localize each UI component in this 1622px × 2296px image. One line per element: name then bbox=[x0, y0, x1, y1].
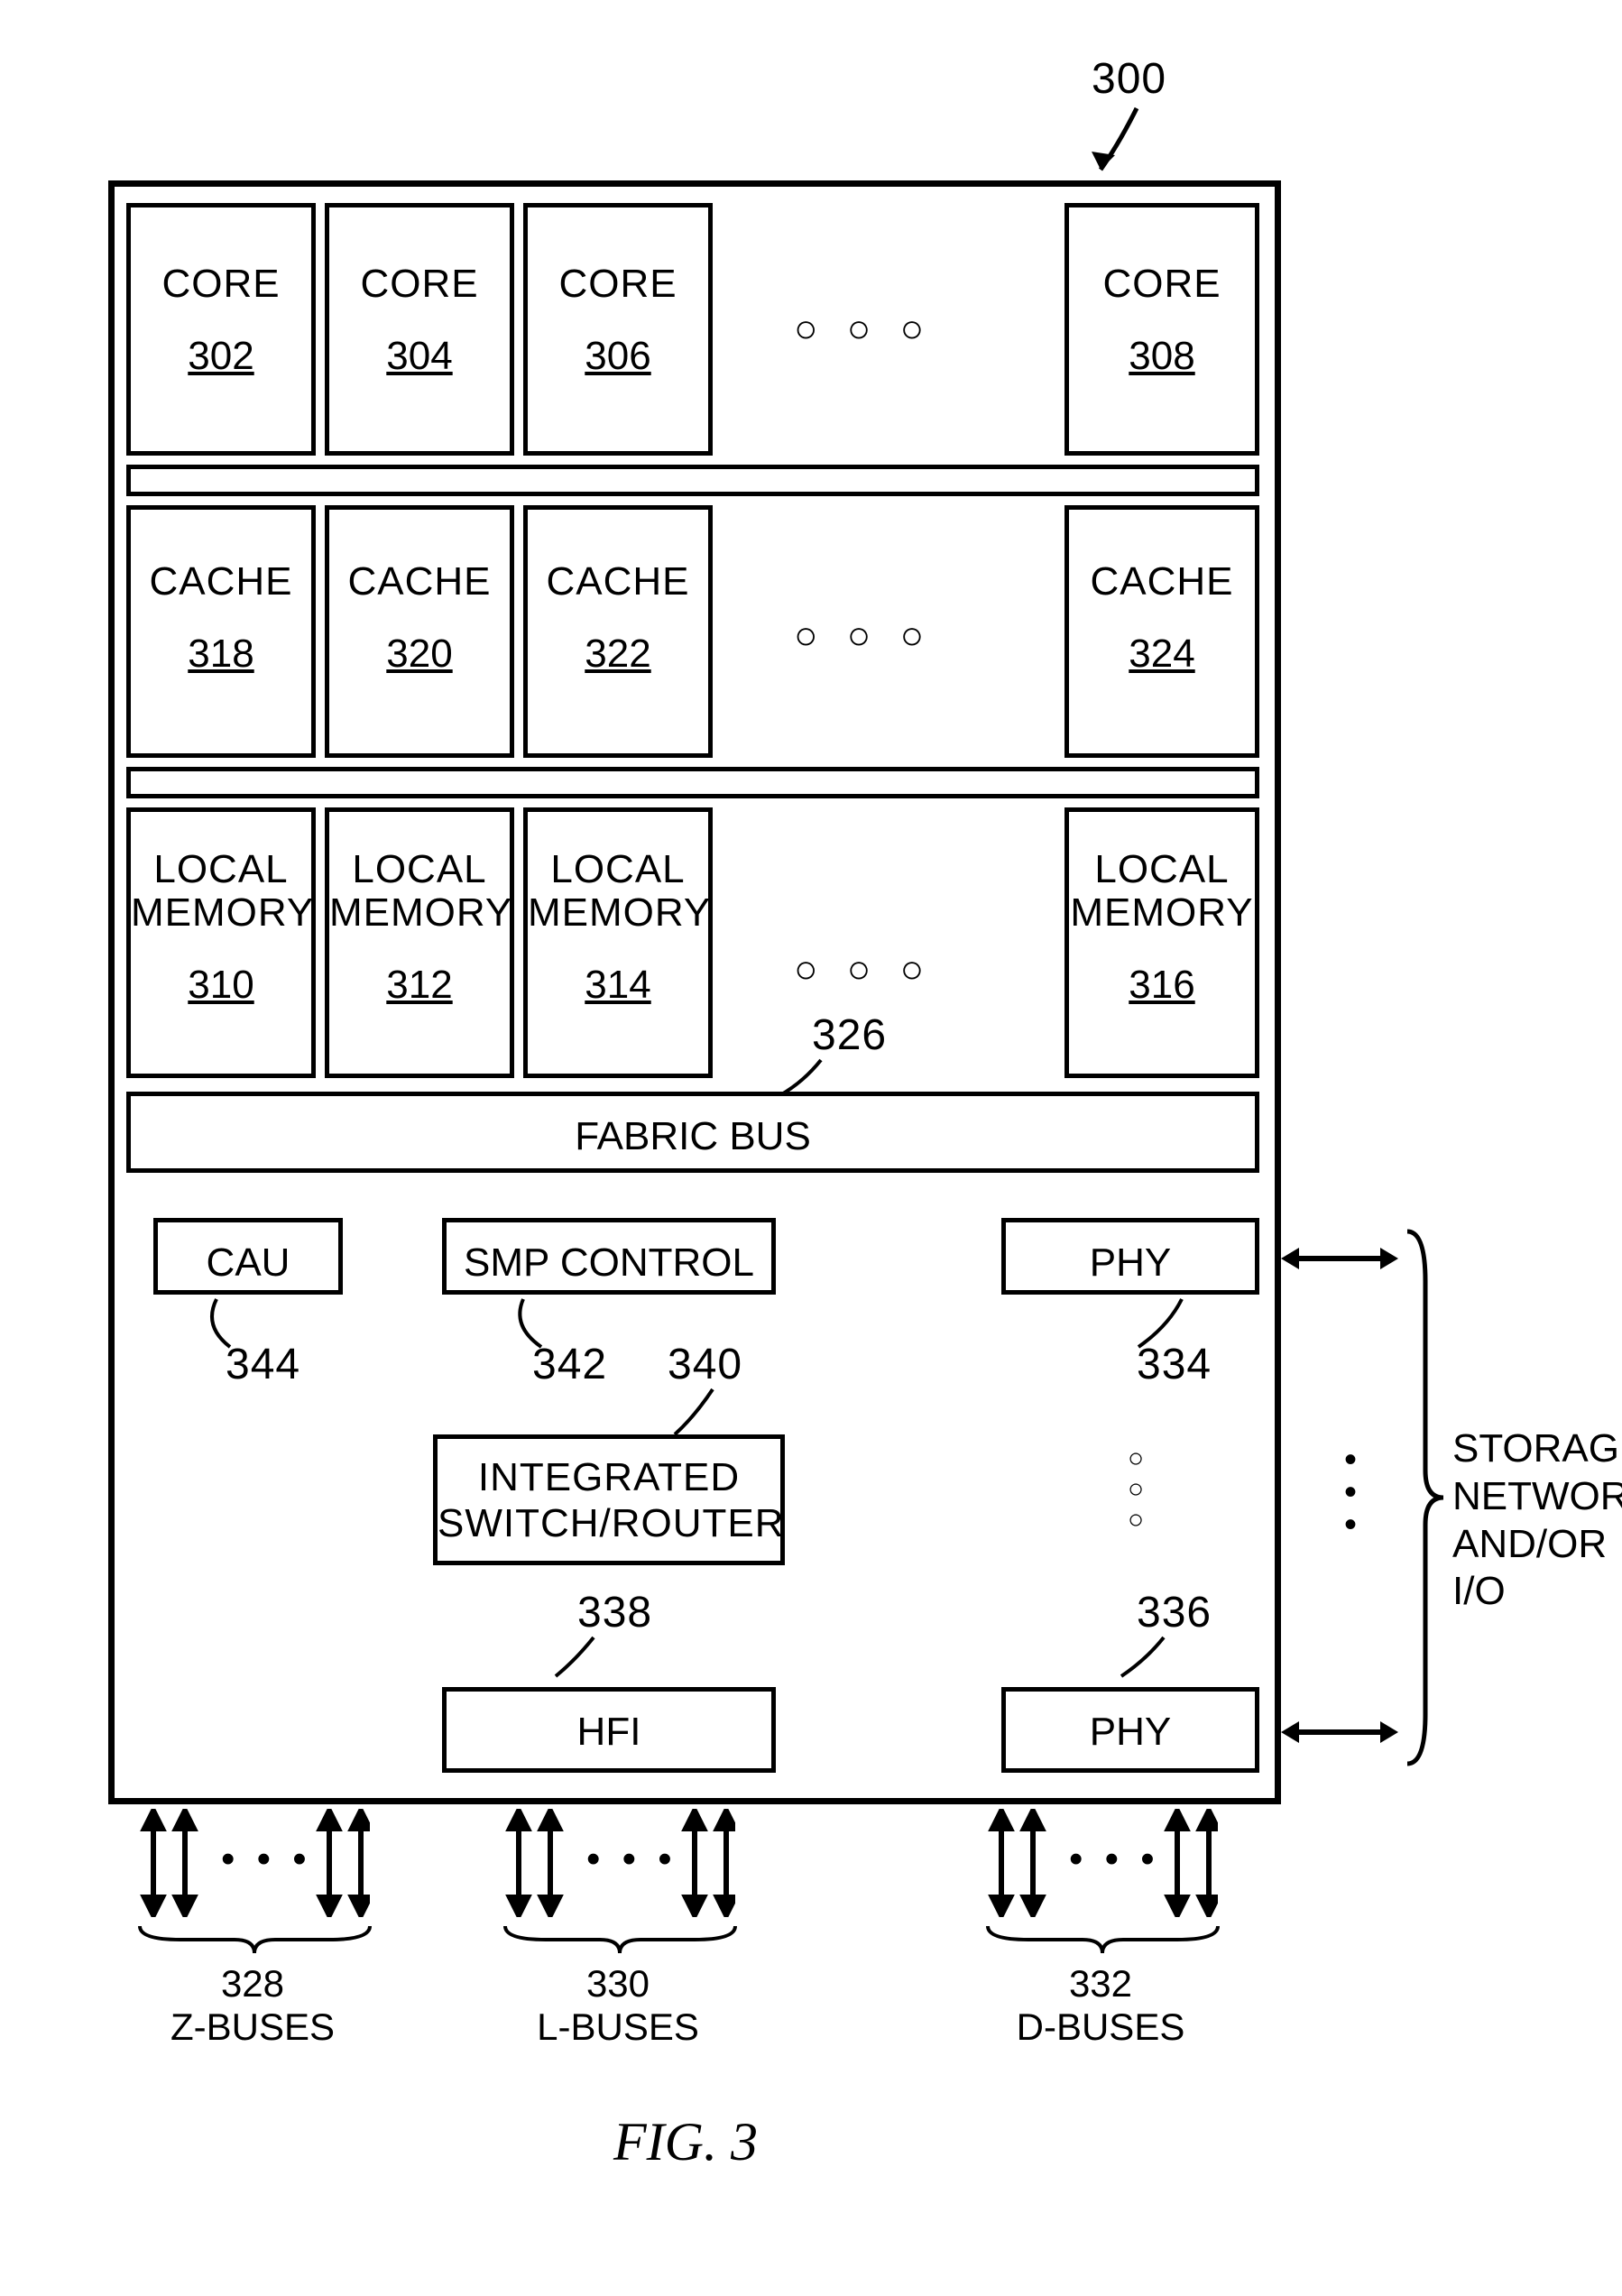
cache-label: CACHE bbox=[1090, 559, 1233, 604]
ref-344: 344 bbox=[226, 1340, 300, 1389]
core-label: CORE bbox=[1102, 262, 1221, 306]
isr-block: INTEGRATEDSWITCH/ROUTER bbox=[433, 1434, 785, 1565]
cache-num: 324 bbox=[1069, 632, 1255, 677]
localmem-312: LOCALMEMORY 312 bbox=[325, 807, 514, 1078]
cache-label: CACHE bbox=[546, 559, 689, 604]
brace-right bbox=[1403, 1227, 1448, 1768]
cache-num: 318 bbox=[131, 632, 311, 677]
core-label: CORE bbox=[558, 262, 677, 306]
fabric-label: FABRIC BUS bbox=[575, 1114, 811, 1158]
svg-text:• • •: • • • bbox=[1069, 1837, 1160, 1881]
phy-336: PHY bbox=[1001, 1687, 1259, 1773]
core-304: CORE 304 bbox=[325, 203, 514, 456]
hfi-label: HFI bbox=[577, 1710, 641, 1754]
ellipsis-mem: ○ ○ ○ bbox=[794, 947, 933, 992]
dbus-label: 332 D-BUSES bbox=[983, 1962, 1218, 2049]
brace-l bbox=[501, 1922, 740, 1958]
svg-text:• • •: • • • bbox=[586, 1837, 677, 1881]
phy-label: PHY bbox=[1090, 1710, 1171, 1754]
svg-text:• • •: • • • bbox=[221, 1837, 312, 1881]
ref-336: 336 bbox=[1137, 1588, 1212, 1637]
dbus-ref: 332 bbox=[1069, 1962, 1132, 2005]
core-306: CORE 306 bbox=[523, 203, 713, 456]
page: 300 CORE 302 CORE 304 CORE 306 ○ ○ ○ COR… bbox=[0, 0, 1622, 2296]
cache-label: CACHE bbox=[149, 559, 292, 604]
leader-336 bbox=[1114, 1633, 1186, 1687]
core-302: CORE 302 bbox=[126, 203, 316, 456]
lbus-label: 330 L-BUSES bbox=[501, 1962, 735, 2049]
cau-label: CAU bbox=[207, 1240, 290, 1285]
cache-num: 322 bbox=[528, 632, 708, 677]
ref-340: 340 bbox=[668, 1340, 742, 1389]
smp-block: SMP CONTROL bbox=[442, 1218, 776, 1295]
cache-322: CACHE 322 bbox=[523, 505, 713, 758]
arrow-phy-bot bbox=[1281, 1714, 1398, 1750]
lbus-name: L-BUSES bbox=[537, 2006, 699, 2048]
zbus-ref: 328 bbox=[221, 1962, 284, 2005]
fig-ref-300: 300 bbox=[1092, 54, 1166, 104]
core-label: CORE bbox=[161, 262, 280, 306]
core-308: CORE 308 bbox=[1064, 203, 1259, 456]
fabric-bus: FABRIC BUS bbox=[126, 1092, 1259, 1173]
phy-ellipsis-open: ○○○ bbox=[1128, 1443, 1144, 1535]
spacer-1 bbox=[126, 465, 1259, 496]
ref-342: 342 bbox=[532, 1340, 607, 1389]
side-label-storage: STORAGE,NETWORK,AND/OR I/O bbox=[1452, 1425, 1622, 1616]
zbus-arrows: • • • bbox=[135, 1809, 370, 1917]
core-num: 308 bbox=[1069, 334, 1255, 379]
lbus-ref: 330 bbox=[586, 1962, 650, 2005]
cau-block: CAU bbox=[153, 1218, 343, 1295]
mem-num: 316 bbox=[1069, 963, 1255, 1008]
smp-label: SMP CONTROL bbox=[464, 1240, 754, 1285]
cache-318: CACHE 318 bbox=[126, 505, 316, 758]
cache-324: CACHE 324 bbox=[1064, 505, 1259, 758]
brace-z bbox=[135, 1922, 374, 1958]
mem-label: LOCALMEMORY bbox=[1069, 848, 1255, 936]
zbus-name: Z-BUSES bbox=[170, 2006, 335, 2048]
localmem-310: LOCALMEMORY 310 bbox=[126, 807, 316, 1078]
ref-338: 338 bbox=[577, 1588, 652, 1637]
isr-label: INTEGRATEDSWITCH/ROUTER bbox=[438, 1455, 780, 1546]
phy-label: PHY bbox=[1090, 1240, 1171, 1285]
mem-num: 310 bbox=[131, 963, 311, 1008]
cache-320: CACHE 320 bbox=[325, 505, 514, 758]
cache-label: CACHE bbox=[347, 559, 491, 604]
phy-334: PHY bbox=[1001, 1218, 1259, 1295]
localmem-314: LOCALMEMORY 314 bbox=[523, 807, 713, 1078]
ref-334: 334 bbox=[1137, 1340, 1212, 1389]
mem-num: 314 bbox=[528, 963, 708, 1008]
localmem-316: LOCALMEMORY 316 bbox=[1064, 807, 1259, 1078]
ellipsis-cores: ○ ○ ○ bbox=[794, 307, 933, 352]
hfi-block: HFI bbox=[442, 1687, 776, 1773]
spacer-2 bbox=[126, 767, 1259, 798]
mem-num: 312 bbox=[329, 963, 510, 1008]
mem-label: LOCALMEMORY bbox=[131, 848, 311, 936]
ref-326: 326 bbox=[812, 1010, 887, 1060]
mem-label: LOCALMEMORY bbox=[329, 848, 510, 936]
mem-label: LOCALMEMORY bbox=[528, 848, 708, 936]
brace-d bbox=[983, 1922, 1222, 1958]
leader-338 bbox=[548, 1633, 612, 1687]
ellipsis-caches: ○ ○ ○ bbox=[794, 613, 933, 659]
dbus-arrows: • • • bbox=[983, 1809, 1218, 1917]
dbus-name: D-BUSES bbox=[1017, 2006, 1185, 2048]
core-num: 306 bbox=[528, 334, 708, 379]
zbus-label: 328 Z-BUSES bbox=[135, 1962, 370, 2049]
lbus-arrows: • • • bbox=[501, 1809, 735, 1917]
core-num: 302 bbox=[131, 334, 311, 379]
cache-num: 320 bbox=[329, 632, 510, 677]
phy-ellipsis-solid: ••• bbox=[1344, 1443, 1357, 1541]
core-num: 304 bbox=[329, 334, 510, 379]
arrow-300 bbox=[1083, 99, 1191, 189]
core-label: CORE bbox=[360, 262, 478, 306]
arrow-phy-top bbox=[1281, 1240, 1398, 1277]
figure-caption: FIG. 3 bbox=[613, 2111, 758, 2173]
